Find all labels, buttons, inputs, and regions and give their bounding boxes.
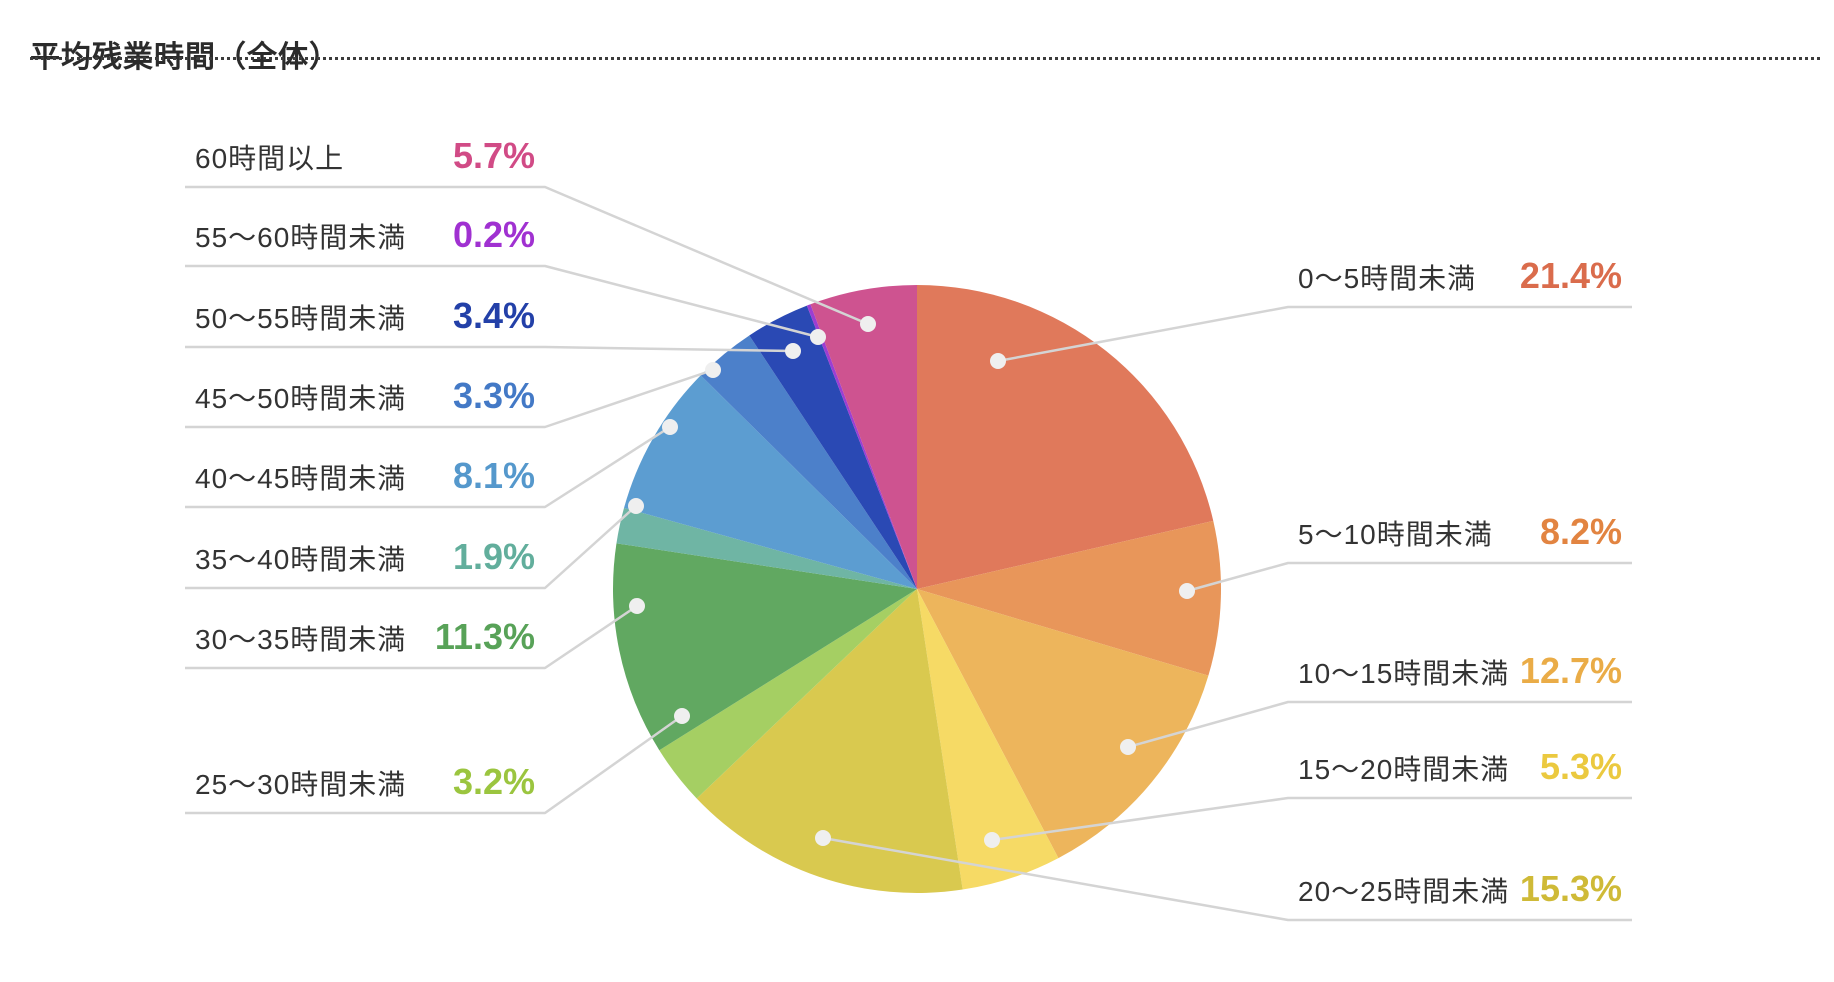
pie-slice-9 [700,335,917,589]
legend-label: 40〜45時間未満 [195,463,407,494]
legend-label: 30〜35時間未満 [195,624,407,655]
legend-label: 55〜60時間未満 [195,222,407,253]
callout-dot-9 [705,362,721,378]
pie-slice-12 [810,285,917,589]
title-divider [30,57,1820,60]
pie-slice-5 [659,589,917,799]
callout-dot-4 [815,830,831,846]
callout-line-3 [991,796,1632,842]
legend-item-60-plus: 60時間以上 5.7% [185,135,545,181]
legend-item-40-45: 40〜45時間未満 8.1% [185,455,545,501]
callout-dot-10 [785,343,801,359]
pie-slice-10 [749,305,917,589]
legend-value: 1.9% [452,536,535,577]
callout-dot-1 [1179,583,1195,599]
legend-item-30-35: 30〜35時間未満 11.3% [185,616,545,662]
callout-dot-12 [860,316,876,332]
callout-line-5 [185,714,683,815]
callout-dot-0 [990,353,1006,369]
legend-item-10-15: 10〜15時間未満 12.7% [1288,650,1632,696]
callout-dot-7 [628,498,644,514]
legend-label: 20〜25時間未満 [1298,876,1510,907]
legend-item-50-55: 50〜55時間未満 3.4% [185,295,545,341]
legend-item-0-5: 0〜5時間未満 21.4% [1288,255,1632,301]
callout-line-0 [997,305,1632,363]
callout-line-8 [185,425,671,509]
pie-slice-7 [616,507,917,589]
callout-line-6 [185,604,638,670]
legend-item-20-25: 20〜25時間未満 15.3% [1288,868,1632,914]
legend-label: 5〜10時間未満 [1298,519,1493,550]
callout-dot-6 [629,598,645,614]
legend-value: 15.3% [1519,868,1622,909]
legend-value: 11.3% [434,616,535,657]
legend-value: 5.3% [1539,746,1622,787]
callout-dot-3 [984,832,1000,848]
callout-line-9 [185,368,714,429]
legend-label: 60時間以上 [195,143,345,174]
legend-item-15-20: 15〜20時間未満 5.3% [1288,746,1632,792]
legend-value: 3.3% [452,375,535,416]
callout-line-10 [185,345,794,353]
callout-dot-2 [1120,739,1136,755]
callout-dot-5 [674,708,690,724]
legend-item-45-50: 45〜50時間未満 3.3% [185,375,545,421]
legend-value: 3.4% [452,295,535,336]
callout-line-7 [185,505,637,590]
callout-line-2 [1127,700,1632,749]
legend-label: 10〜15時間未満 [1298,658,1510,689]
pie-slice-11 [806,304,917,589]
legend-value: 8.2% [1539,511,1622,552]
callout-line-1 [1186,561,1632,593]
callout-dot-11 [810,329,826,345]
legend-value: 8.1% [452,455,535,496]
pie-slice-1 [917,520,1222,676]
pie-slice-2 [917,589,1209,859]
callout-line-12 [185,185,869,326]
legend-label: 45〜50時間未満 [195,383,407,414]
legend-label: 35〜40時間未満 [195,544,407,575]
callout-line-4 [822,836,1632,922]
pie-slice-6 [613,543,917,751]
legend-value: 3.2% [452,761,535,802]
callout-dot-8 [662,419,678,435]
legend-label: 25〜30時間未満 [195,769,407,800]
callout-line-11 [185,264,819,339]
pie-slice-3 [917,589,1059,890]
legend-label: 50〜55時間未満 [195,303,407,334]
legend-value: 12.7% [1519,650,1622,691]
legend-item-35-40: 35〜40時間未満 1.9% [185,536,545,582]
legend-value: 21.4% [1519,255,1622,296]
legend-item-5-10: 5〜10時間未満 8.2% [1288,511,1632,557]
legend-item-25-30: 25〜30時間未満 3.2% [185,761,545,807]
legend-item-55-60: 55〜60時間未満 0.2% [185,214,545,260]
legend-value: 5.7% [452,135,535,176]
legend-label: 0〜5時間未満 [1298,263,1477,294]
pie-slice-8 [624,375,917,589]
legend-value: 0.2% [452,214,535,255]
pie-slice-4 [696,589,963,893]
legend-label: 15〜20時間未満 [1298,754,1510,785]
